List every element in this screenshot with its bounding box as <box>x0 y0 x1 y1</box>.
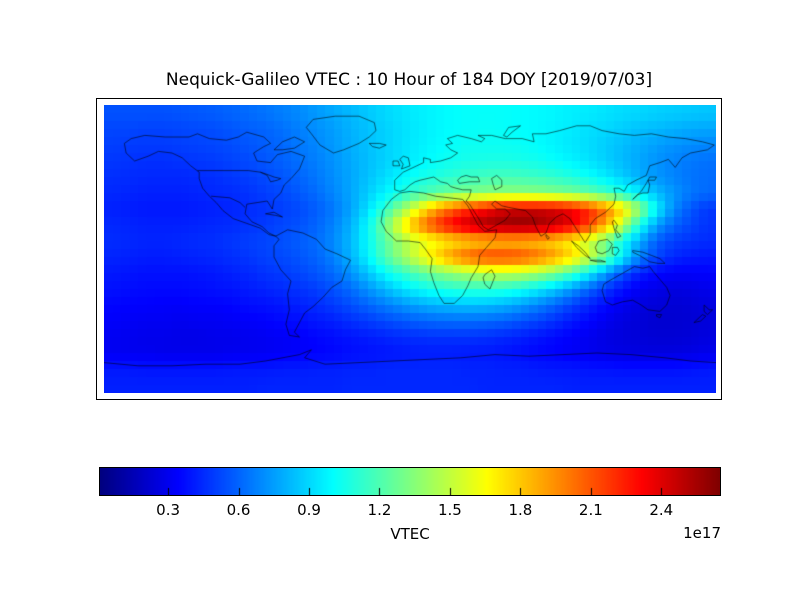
colorbar-tick-label: 2.4 <box>649 501 674 519</box>
colorbar-tick-labels: 0.3 0.6 0.9 1.2 1.5 1.8 2.1 2.4 <box>0 501 800 521</box>
colorbar-tick-label: 0.9 <box>297 501 321 519</box>
colorbar-tick-label: 1.5 <box>437 501 462 519</box>
plot-title: Nequick-Galileo VTEC : 10 Hour of 184 DO… <box>165 70 653 90</box>
colorbar-tick-label: 2.1 <box>578 501 603 519</box>
vtec-heatmap-canvas <box>104 105 716 393</box>
colorbar-axis-label: VTEC <box>390 525 430 543</box>
colorbar-gradient <box>100 468 720 495</box>
colorbar-tick-label: 0.3 <box>156 501 181 519</box>
colorbar-tick-label: 1.2 <box>367 501 392 519</box>
colorbar-tick-label: 0.6 <box>226 501 251 519</box>
colorbar-tick-label: 1.8 <box>508 501 533 519</box>
colorbar-scale-offset-label: 1e17 <box>683 524 721 542</box>
colorbar-frame <box>99 467 721 496</box>
